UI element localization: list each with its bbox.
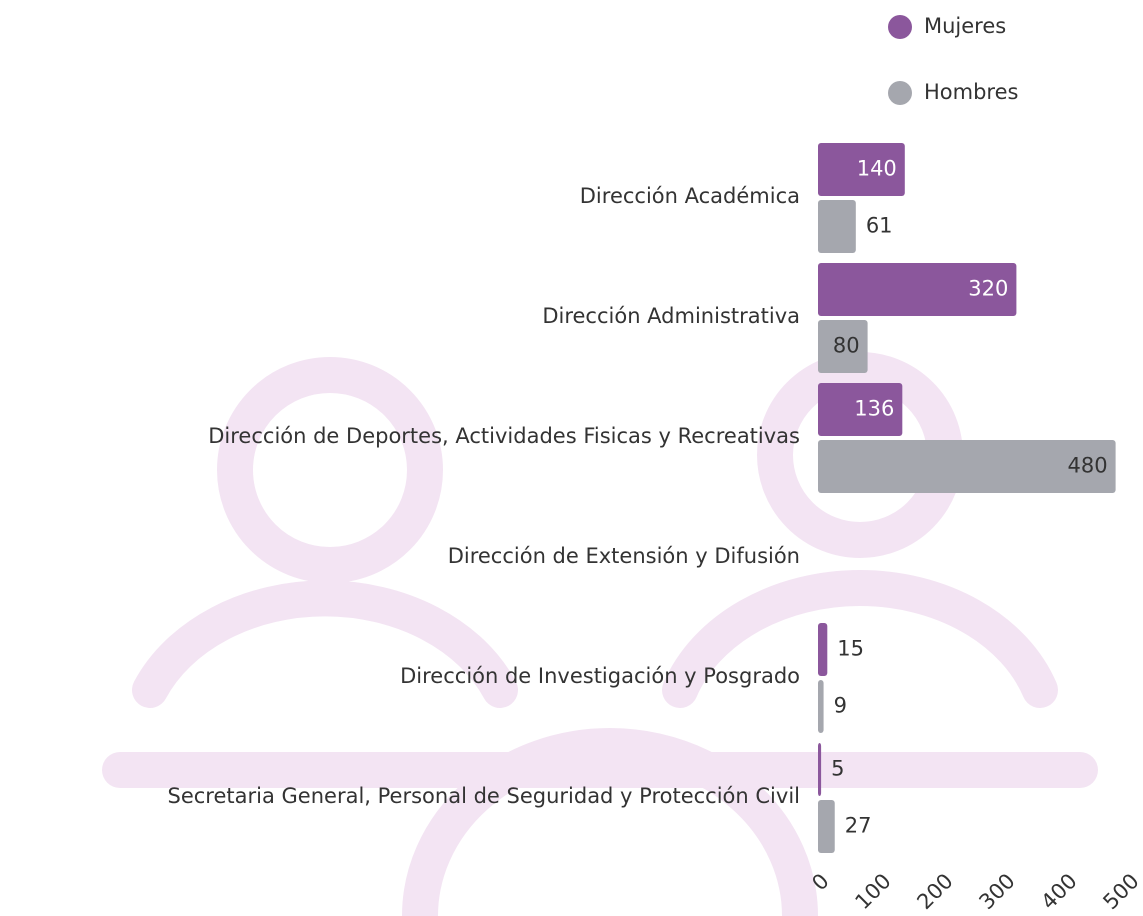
value-label: 136	[854, 397, 894, 421]
bar	[818, 680, 824, 733]
x-tick-label: 200	[912, 869, 957, 914]
x-tick-label: 400	[1036, 869, 1081, 914]
category-label: Dirección de Investigación y Posgrado	[400, 664, 800, 688]
category-label: Dirección de Extensión y Difusión	[448, 544, 800, 568]
value-label: 27	[845, 814, 872, 838]
x-tick-label: 100	[850, 869, 895, 914]
value-label: 15	[837, 637, 864, 661]
chart: Mujeres Hombres Dirección Académica 140 61 Di…	[0, 0, 1143, 916]
value-label: 140	[857, 157, 897, 181]
x-tick-label: 500	[1098, 869, 1143, 914]
bar	[818, 200, 856, 253]
x-tick-label: 300	[974, 869, 1019, 914]
legend-swatch	[888, 81, 912, 105]
bar	[818, 623, 827, 676]
value-label: 61	[866, 214, 893, 238]
bar	[818, 743, 821, 796]
value-label: 9	[834, 694, 847, 718]
category-label: Dirección Administrativa	[542, 304, 800, 328]
bar	[818, 800, 835, 853]
legend-label: Hombres	[924, 80, 1018, 104]
value-label: 480	[1068, 454, 1108, 478]
legend-swatch	[888, 15, 912, 39]
value-label: 320	[968, 277, 1008, 301]
value-label: 80	[833, 334, 860, 358]
category-label: Dirección de Deportes, Actividades Fisic…	[208, 424, 800, 448]
value-label: 5	[831, 757, 844, 781]
category-label: Secretaria General, Personal de Segurida…	[168, 784, 800, 808]
category-label: Dirección Académica	[580, 184, 800, 208]
legend-label: Mujeres	[924, 14, 1006, 38]
